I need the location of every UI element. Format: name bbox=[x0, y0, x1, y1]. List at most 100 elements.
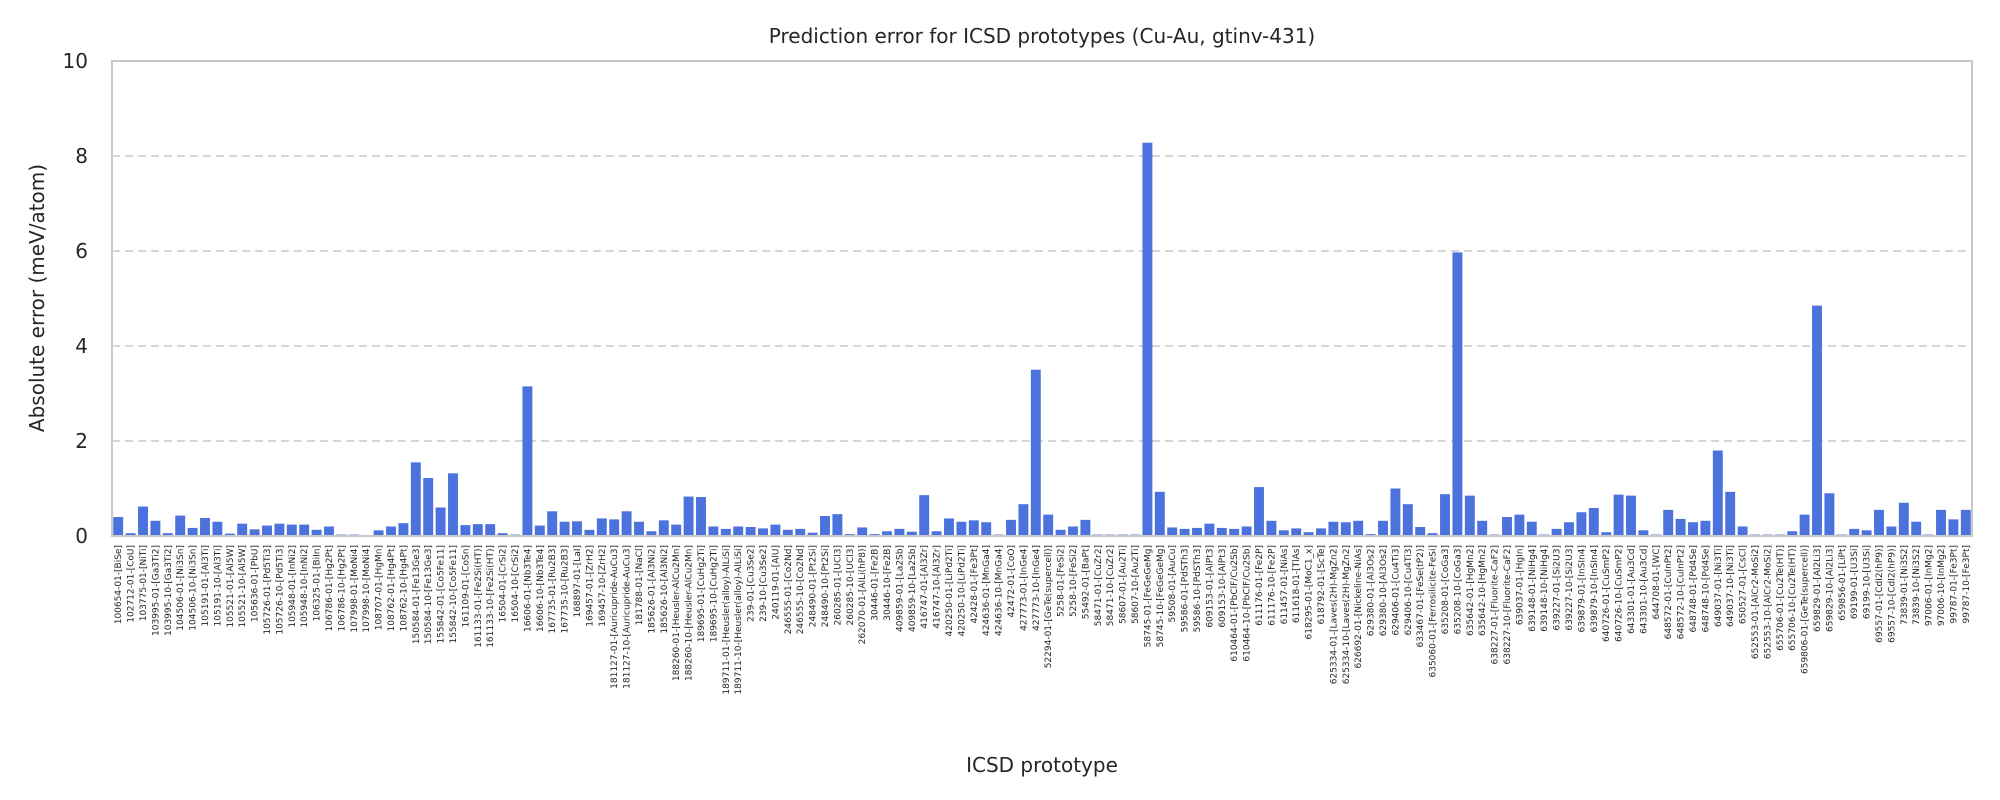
x-tick-label: 639227-10-[Si2U3] bbox=[1565, 545, 1575, 631]
x-tick-label: 97006-01-[InMg2] bbox=[1925, 545, 1935, 626]
x-tick-label: 105636-01-[PbU] bbox=[251, 545, 261, 622]
bar bbox=[497, 533, 508, 536]
x-tick-label: 107998-01-[MoNi4] bbox=[350, 545, 360, 633]
bar bbox=[1192, 527, 1202, 536]
x-tick-label: 629380-01-[Al3Os2] bbox=[1367, 545, 1377, 636]
bar bbox=[1799, 514, 1810, 536]
x-tick-label: 639227-01-[Si2U3] bbox=[1553, 545, 1563, 631]
chart-title: Prediction error for ICSD prototypes (Cu… bbox=[769, 24, 1315, 48]
bar bbox=[1229, 528, 1240, 536]
x-tick-label: 618792-01-[ScTe] bbox=[1317, 545, 1327, 625]
bar bbox=[733, 526, 744, 536]
bar bbox=[113, 517, 124, 536]
x-tick-label: 655706-01-[Cu2Te(HT)] bbox=[1776, 545, 1786, 651]
y-tick-label: 10 bbox=[63, 49, 88, 73]
x-tick-label: 73839-10-[Ni3S2] bbox=[1912, 545, 1922, 625]
x-tick-label: 626692-01-[Nickeline-NiAs] bbox=[1354, 545, 1364, 669]
x-tick-label: 58745-10-[FeGeGeMg] bbox=[1156, 545, 1166, 647]
x-tick-label: 105191-01-[Al3Ti] bbox=[201, 545, 211, 626]
x-tick-label: 161133-01-[Fe2Si(HT)] bbox=[474, 545, 484, 648]
x-tick-label: 648748-10-[Pd4Se] bbox=[1701, 545, 1711, 632]
x-tick-label: 648572-10-[CuInPt2] bbox=[1677, 545, 1687, 639]
bar bbox=[1960, 509, 1971, 536]
bar bbox=[658, 520, 669, 536]
x-tick-label: 246555-10-[Co2Nd] bbox=[796, 545, 806, 634]
bar bbox=[634, 521, 644, 536]
bar bbox=[299, 524, 310, 536]
x-tick-label: 427773-01-[InGe4] bbox=[1019, 545, 1029, 631]
bar bbox=[671, 524, 682, 536]
x-tick-label: 161133-10-[Fe2Si(HT)] bbox=[486, 545, 496, 648]
x-tick-label: 189711-01-[Heusler(alloy)-AlLiSi] bbox=[722, 545, 732, 695]
gridlines bbox=[112, 155, 1972, 442]
x-tick-label: 416747-01-[Al3Zr] bbox=[920, 545, 930, 629]
x-tick-label: 181788-01-[NaCl] bbox=[635, 545, 645, 625]
x-tick-label: 659806-01-[GeTe(supercell)] bbox=[1801, 545, 1811, 674]
x-tick-label: 155842-01-[Co5Fe11] bbox=[437, 545, 447, 644]
bar bbox=[956, 521, 967, 536]
bar bbox=[187, 527, 198, 536]
x-tick-label: 181127-01-[Auricupride-AuCu3] bbox=[610, 545, 620, 689]
x-tick-label: 638227-10-[Fluorite-CaF2] bbox=[1503, 545, 1513, 664]
bar bbox=[1526, 521, 1537, 536]
bar bbox=[1440, 494, 1450, 536]
bar bbox=[1477, 520, 1488, 536]
bar bbox=[1216, 527, 1227, 536]
x-tick-label: 248490-10-[Pt2Si] bbox=[821, 545, 831, 627]
x-tick-label: 155842-10-[Co5Fe11] bbox=[449, 545, 459, 644]
bar bbox=[584, 529, 595, 536]
bar bbox=[944, 518, 954, 536]
x-tick-label: 260285-10-[UCl3] bbox=[846, 545, 856, 625]
x-tick-label: 106325-01-[BiIn] bbox=[313, 545, 323, 621]
bar bbox=[1006, 519, 1016, 536]
bar bbox=[448, 473, 458, 536]
x-tick-label: 625334-10-[Laves(2H)-MgZn2] bbox=[1342, 545, 1352, 684]
x-tick-label: 58607-01-[Au2Ti] bbox=[1119, 545, 1129, 624]
x-tick-label: 102712-01-[CoU] bbox=[127, 545, 137, 623]
bar bbox=[150, 520, 161, 536]
bar bbox=[1030, 369, 1041, 536]
bar bbox=[1291, 528, 1302, 536]
bar bbox=[1452, 252, 1463, 537]
bar bbox=[175, 515, 186, 536]
bar bbox=[1936, 509, 1946, 536]
bar bbox=[262, 525, 272, 536]
x-tick-label: 239-01-[Cu3Se2] bbox=[747, 545, 757, 622]
bar bbox=[534, 525, 545, 536]
bar bbox=[237, 523, 248, 536]
x-tick-label: 58471-10-[CuZr2] bbox=[1106, 545, 1116, 626]
x-tick-label: 635060-01-[Ferrosilicite-FeSi] bbox=[1429, 545, 1439, 678]
bar bbox=[1886, 526, 1897, 536]
x-tick-label: 189695-10-[CuHg2Ti] bbox=[709, 545, 719, 642]
bar bbox=[1154, 491, 1165, 536]
y-tick-label: 6 bbox=[75, 239, 88, 263]
bar bbox=[782, 529, 793, 536]
bar bbox=[1898, 502, 1909, 536]
bar bbox=[1278, 530, 1289, 536]
x-tick-label: 611457-01-[NiAs] bbox=[1280, 545, 1290, 624]
bar bbox=[485, 524, 496, 536]
x-tick-label: 652553-10-[AlCr2-MoSi2] bbox=[1763, 545, 1773, 659]
x-tick-label: 649037-10-[Ni3Ti] bbox=[1726, 545, 1736, 627]
x-tick-label: 639037-01-[HgIn] bbox=[1515, 545, 1525, 625]
x-tick-label: 610464-01-[PbClF/Cu2Sb] bbox=[1230, 545, 1240, 662]
bar bbox=[522, 386, 533, 536]
x-tick-label: 73839-01-[Ni3S2] bbox=[1900, 545, 1910, 625]
bar bbox=[1861, 530, 1872, 536]
x-tick-label: 643301-01-[Au3Cd] bbox=[1627, 545, 1637, 634]
x-tick-label: 105726-01-[Pd5Ti3] bbox=[263, 545, 273, 635]
bar bbox=[547, 511, 558, 536]
bar bbox=[324, 526, 334, 536]
x-tick-label: 611176-01-[Fe2P] bbox=[1255, 545, 1265, 626]
bar bbox=[386, 526, 396, 536]
bar bbox=[249, 529, 260, 536]
y-axis-ticks: 0 2 4 6 8 10 bbox=[63, 49, 88, 548]
x-tick-label: 639879-10-[InSIn4] bbox=[1590, 545, 1600, 632]
bar bbox=[1142, 142, 1153, 536]
x-tick-label: 167735-01-[Ru2B3] bbox=[548, 545, 558, 634]
bar bbox=[1675, 518, 1686, 536]
bar bbox=[559, 521, 570, 536]
bar bbox=[1564, 522, 1574, 536]
x-tick-label: 633467-01-[FeSe(tP2)] bbox=[1416, 545, 1426, 648]
x-tick-label: 644708-01-[WC] bbox=[1652, 545, 1662, 620]
